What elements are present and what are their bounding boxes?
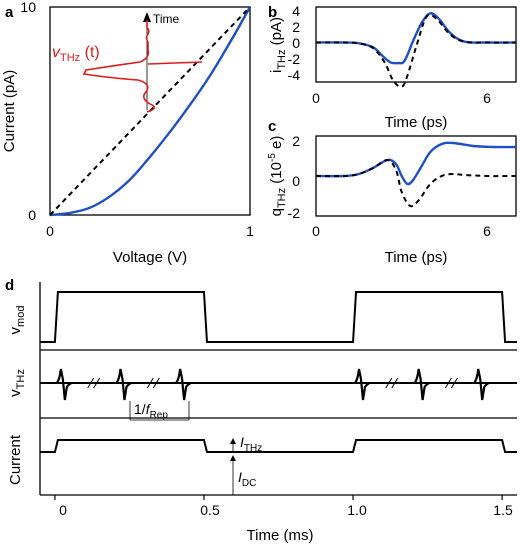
inset-time-label: Time (153, 12, 180, 26)
axis-break-mark (444, 377, 452, 389)
panel-a-xtick-right: 1 (246, 223, 254, 239)
panel-d-plot (40, 291, 517, 500)
axis-break-mark (450, 377, 458, 389)
inset-thz-waveform (82, 20, 156, 113)
panel-d-xtick-05: 0.5 (200, 502, 220, 518)
panel-c-ylabel: qTHz (10-5 e) (267, 136, 288, 217)
series-dashed-line (315, 13, 517, 88)
ithz-arrow-up (230, 438, 236, 444)
row-vmod-label: vmod (7, 306, 27, 335)
panel-c-xtick-0: 0 (312, 223, 320, 239)
thz-pulse (175, 368, 192, 401)
thz-pulse (413, 368, 430, 401)
panel-a-xlabel: Voltage (V) (113, 249, 187, 266)
panel-a-ylabel: Current (pA) (1, 70, 18, 153)
panel-b-frame (315, 6, 517, 83)
axis-break-mark (87, 377, 95, 389)
series-dashed-line (315, 159, 517, 208)
period-marker: 1/fRep (129, 401, 190, 421)
panel-b: b 4 2 0 -2 -4 0 6 Time (ps) iTHz (pA) (268, 3, 517, 131)
panel-b-xlabel: Time (ps) (385, 114, 448, 131)
panel-c-xtick-6: 6 (483, 223, 491, 239)
current-waveform (40, 439, 517, 453)
panel-a-xtick-left: 0 (46, 223, 54, 239)
panel-a-ytick-top: 10 (20, 0, 36, 15)
axis-break-mark (93, 377, 101, 389)
panel-d-xtick-15: 1.5 (493, 502, 513, 518)
panel-b-ytick-m2: -2 (288, 51, 301, 67)
panel-b-xtick-0: 0 (312, 90, 320, 106)
panel-d-xlabel: Time (ms) (247, 527, 314, 544)
thz-pulse (473, 368, 490, 401)
row-vthz-label: vTHz (7, 369, 27, 397)
panel-b-ytick-m4: -4 (288, 67, 301, 83)
panel-c-ytick-0: 0 (292, 173, 300, 189)
panel-b-ytick-4: 4 (292, 3, 300, 19)
axis-break-mark (146, 377, 154, 389)
panel-d-letter: d (5, 277, 14, 294)
panel-b-plot (315, 12, 517, 88)
thz-pulse (55, 368, 73, 401)
panel-d: d vmod vTHz Current 0 0.5 1.0 1.5 Time (… (5, 277, 517, 544)
thz-pulse (115, 368, 132, 401)
panel-a-frame (49, 6, 251, 216)
inset-time-arrow (143, 12, 151, 22)
panel-c-ytick-2: 2 (292, 133, 300, 149)
panel-d-xtick-0: 0 (59, 502, 67, 518)
panel-a: a 10 0 0 1 Voltage (V) Current (pA) Time… (1, 0, 254, 266)
ithz-label: ITHz (240, 434, 262, 454)
panel-a-ytick-bottom: 0 (28, 207, 36, 223)
panel-b-ylabel: iTHz (pA) (268, 17, 288, 73)
idc-label: IDC (238, 469, 256, 489)
panel-a-inset: Time vTHz (t) (52, 12, 203, 113)
period-label: 1/fRep (134, 401, 168, 421)
panel-b-letter: b (268, 4, 277, 21)
inset-thz-peak-line (147, 61, 203, 65)
axis-break-mark (391, 377, 399, 389)
panel-b-ytick-0: 0 (292, 35, 300, 51)
panel-b-xtick-6: 6 (483, 90, 491, 106)
panel-c-ytick-m2: -2 (288, 205, 301, 221)
series-solid-line (315, 141, 517, 186)
axis-break-mark (385, 377, 393, 389)
current-annotations: ITHz IDC (230, 434, 262, 495)
axis-break-mark (152, 377, 160, 389)
panel-b-ytick-2: 2 (292, 19, 300, 35)
panel-c: c 2 0 -2 0 6 Time (ps) qTHz (10-5 e) (267, 118, 517, 266)
series-solid-line (315, 12, 517, 65)
inset-signal-label: vTHz (t) (52, 44, 100, 64)
panel-a-letter: a (5, 4, 14, 21)
row-current-label: Current (7, 434, 24, 485)
series-solid-line (49, 6, 252, 217)
panel-d-xtick-10: 1.0 (347, 502, 367, 518)
idc-arrow-up (230, 455, 236, 461)
panel-c-plot (315, 141, 517, 208)
panel-c-letter: c (268, 118, 276, 135)
panel-c-xlabel: Time (ps) (385, 249, 448, 266)
thz-pulse (354, 368, 371, 401)
vmod-waveform (40, 291, 517, 343)
